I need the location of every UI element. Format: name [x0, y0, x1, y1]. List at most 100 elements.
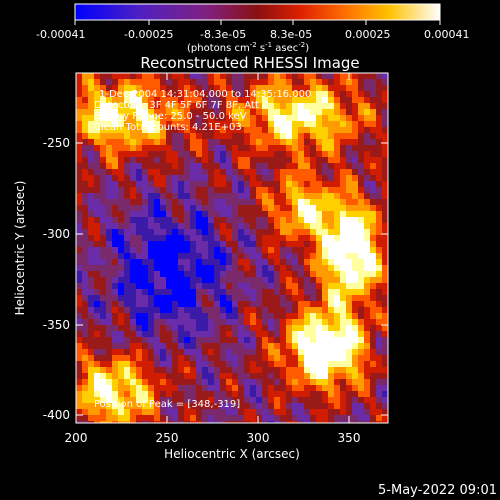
image-pixel — [334, 127, 340, 133]
image-pixel — [178, 271, 184, 277]
image-pixel — [358, 127, 364, 133]
image-pixel — [160, 205, 166, 211]
image-pixel — [124, 325, 130, 331]
image-pixel — [250, 247, 256, 253]
image-pixel — [220, 343, 226, 349]
image-pixel — [166, 313, 172, 319]
image-pixel — [274, 361, 280, 367]
image-pixel — [376, 169, 382, 175]
image-pixel — [172, 385, 178, 391]
image-pixel — [142, 241, 148, 247]
image-pixel — [76, 349, 82, 355]
image-pixel — [154, 253, 160, 259]
image-pixel — [322, 373, 328, 379]
image-pixel — [286, 307, 292, 313]
image-pixel — [88, 379, 94, 385]
image-pixel — [100, 103, 106, 109]
image-pixel — [226, 385, 232, 391]
image-pixel — [334, 301, 340, 307]
image-pixel — [268, 289, 274, 295]
image-pixel — [190, 265, 196, 271]
image-pixel — [112, 271, 118, 277]
image-pixel — [298, 79, 304, 85]
image-pixel — [136, 91, 142, 97]
image-pixel — [244, 403, 250, 409]
image-pixel — [208, 145, 214, 151]
image-pixel — [316, 79, 322, 85]
image-pixel — [298, 235, 304, 241]
image-pixel — [220, 397, 226, 403]
image-pixel — [358, 415, 364, 421]
image-pixel — [352, 367, 358, 373]
image-pixel — [106, 403, 112, 409]
image-pixel — [88, 193, 94, 199]
image-pixel — [298, 265, 304, 271]
image-pixel — [358, 337, 364, 343]
image-pixel — [208, 409, 214, 415]
image-pixel — [124, 85, 130, 91]
image-pixel — [136, 415, 142, 421]
image-pixel — [310, 289, 316, 295]
image-pixel — [250, 217, 256, 223]
image-pixel — [238, 295, 244, 301]
image-pixel — [94, 127, 100, 133]
image-pixel — [256, 103, 262, 109]
image-pixel — [280, 355, 286, 361]
image-pixel — [106, 229, 112, 235]
image-pixel — [202, 115, 208, 121]
image-pixel — [280, 109, 286, 115]
image-pixel — [208, 277, 214, 283]
image-pixel — [244, 115, 250, 121]
image-pixel — [364, 169, 370, 175]
image-pixel — [94, 193, 100, 199]
image-pixel — [142, 211, 148, 217]
image-pixel — [232, 169, 238, 175]
image-pixel — [238, 415, 244, 421]
image-pixel — [124, 211, 130, 217]
image-pixel — [118, 97, 124, 103]
image-pixel — [202, 307, 208, 313]
image-pixel — [196, 337, 202, 343]
image-pixel — [298, 139, 304, 145]
image-pixel — [316, 349, 322, 355]
image-pixel — [358, 139, 364, 145]
image-pixel — [214, 169, 220, 175]
image-pixel — [364, 187, 370, 193]
image-pixel — [280, 211, 286, 217]
image-pixel — [262, 367, 268, 373]
image-pixel — [352, 397, 358, 403]
image-pixel — [250, 187, 256, 193]
image-pixel — [310, 187, 316, 193]
image-pixel — [364, 241, 370, 247]
image-pixel — [190, 211, 196, 217]
image-pixel — [286, 409, 292, 415]
image-pixel — [190, 109, 196, 115]
image-pixel — [184, 187, 190, 193]
image-pixel — [298, 355, 304, 361]
image-pixel — [142, 319, 148, 325]
image-pixel — [94, 211, 100, 217]
image-pixel — [184, 97, 190, 103]
image-pixel — [166, 325, 172, 331]
image-pixel — [100, 379, 106, 385]
image-pixel — [214, 301, 220, 307]
image-pixel — [208, 211, 214, 217]
image-pixel — [190, 133, 196, 139]
image-pixel — [208, 301, 214, 307]
image-pixel — [142, 403, 148, 409]
image-pixel — [358, 205, 364, 211]
image-pixel — [190, 409, 196, 415]
image-pixel — [292, 229, 298, 235]
image-pixel — [328, 217, 334, 223]
image-pixel — [202, 151, 208, 157]
image-pixel — [214, 157, 220, 163]
image-pixel — [184, 103, 190, 109]
image-pixel — [244, 235, 250, 241]
image-pixel — [310, 229, 316, 235]
image-pixel — [118, 85, 124, 91]
image-pixel — [76, 229, 82, 235]
image-pixel — [340, 289, 346, 295]
image-pixel — [346, 277, 352, 283]
image-pixel — [268, 283, 274, 289]
image-pixel — [172, 91, 178, 97]
